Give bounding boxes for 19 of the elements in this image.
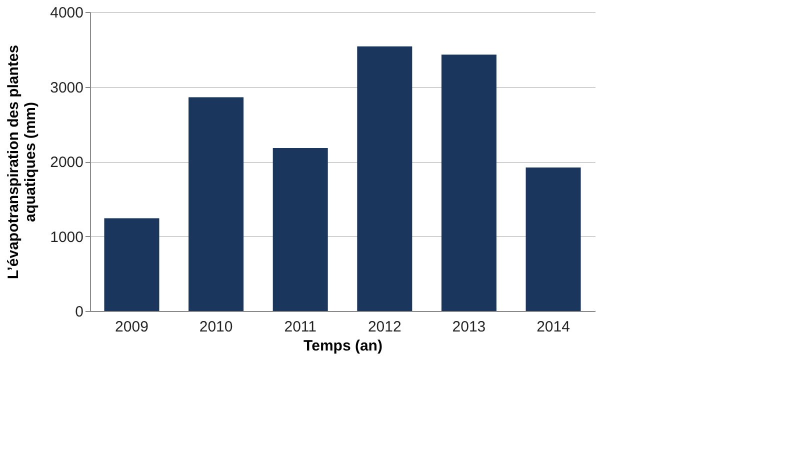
x-tick-label: 2009 (115, 318, 148, 336)
y-tick-label: 2000 (50, 154, 84, 171)
x-tick-label: 2013 (452, 318, 486, 336)
x-tick-label: 2012 (368, 318, 402, 336)
bar (526, 167, 581, 311)
x-tick-label: 2014 (536, 318, 570, 336)
bar (188, 97, 244, 311)
y-tick-label: 1000 (50, 228, 84, 246)
y-tick-label: 4000 (50, 4, 84, 22)
y-tick-label: 3000 (50, 79, 84, 96)
y-axis-title: L’évapotranspiration des plantes aquatiques (mm) (5, 44, 40, 280)
bar (272, 148, 328, 311)
x-tick-label: 2011 (284, 318, 316, 336)
x-axis-title: Temps (an) (304, 338, 382, 354)
bar (357, 46, 412, 311)
bar (441, 54, 496, 311)
x-tick-label: 2010 (199, 318, 233, 336)
bar (104, 218, 160, 311)
y-tick-label: 0 (75, 304, 84, 320)
